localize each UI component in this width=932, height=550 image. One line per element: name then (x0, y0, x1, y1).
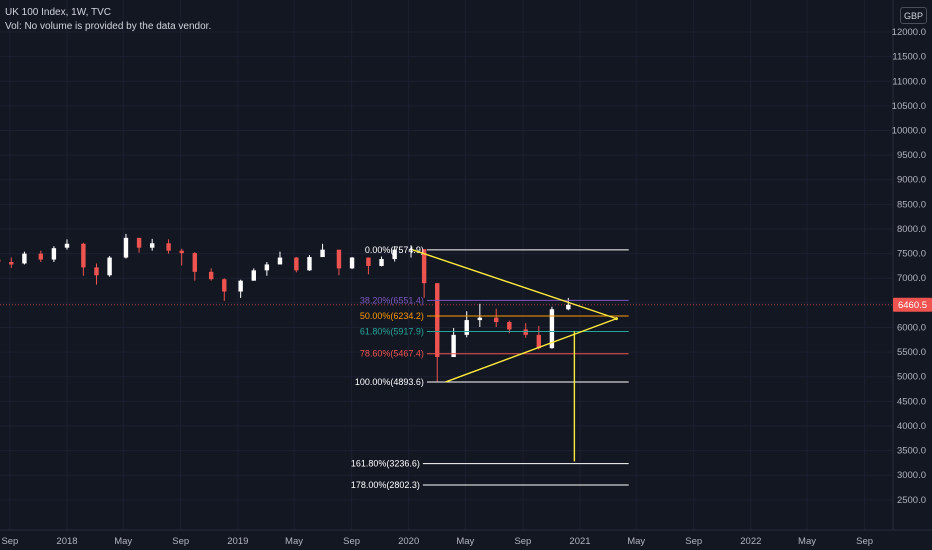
time-tick-label: May (456, 536, 474, 547)
candle-body (277, 257, 283, 265)
candle-body (192, 253, 197, 272)
current-price-tag: 6460.5 (893, 297, 932, 312)
time-tick-label: May (627, 536, 645, 547)
price-tick-label: 3500.0 (897, 446, 926, 457)
triangle-upper-line (412, 249, 617, 320)
candle-body (464, 320, 469, 335)
candle-body (64, 243, 70, 248)
price-tick-label: 3000.0 (897, 470, 926, 481)
price-tick-label: 5500.0 (897, 347, 926, 358)
candle-body (208, 271, 214, 280)
candle-body (366, 257, 371, 266)
time-tick-label: Sep (343, 536, 360, 547)
price-tick-label: 7500.0 (897, 249, 926, 260)
candle-body (421, 249, 427, 284)
time-tick-label: May (798, 536, 816, 547)
chart-grid (0, 0, 893, 530)
fib-level-label: 0.00%(7574.9) (365, 245, 424, 255)
candle-body (51, 248, 57, 260)
price-tick-label: 11000.0 (892, 76, 926, 87)
price-tick-label: 5000.0 (897, 372, 926, 383)
time-tick-label: 2018 (56, 536, 77, 547)
candle-body (536, 334, 542, 349)
price-tick-label: 8000.0 (897, 224, 926, 235)
fib-level-label: 38.20%(6551.4) (360, 295, 424, 305)
price-tick-label: 9000.0 (897, 175, 926, 186)
candle-body (320, 249, 325, 258)
candle-body (494, 317, 499, 323)
candle-body (238, 280, 243, 292)
candle-body (451, 334, 456, 358)
candle-body (38, 253, 43, 260)
fib-level-label: 100.00%(4893.6) (355, 377, 424, 387)
fibonacci-retracement[interactable]: 0.00%(7574.9) 38.20%(6551.4) 50.00%(6234.2… (351, 245, 629, 490)
fib-level-label: 50.00%(6234.2) (360, 311, 424, 321)
chart-title: UK 100 Index, 1W, TVC (5, 7, 111, 18)
candle-body (523, 329, 528, 335)
candle-body (136, 237, 142, 248)
price-tick-label: 10500.0 (892, 101, 926, 112)
triangle-apex (615, 317, 619, 321)
time-tick-label: May (114, 536, 132, 547)
fib-level-label: 178.00%(2802.3) (351, 480, 420, 490)
time-tick-label: Sep (1, 536, 18, 547)
price-tick-label: 7000.0 (897, 273, 926, 284)
candle-body (81, 243, 86, 268)
time-tick-label: Sep (856, 536, 873, 547)
time-tick-label: May (285, 536, 303, 547)
candle-body (179, 250, 184, 254)
fib-level-label: 161.80%(3236.6) (351, 459, 420, 469)
candle-body (9, 261, 14, 265)
candle-body (222, 279, 227, 292)
price-tick-label: 9500.0 (897, 150, 926, 161)
price-axis[interactable]: 2500.0 3000.0 3500.0 4000.0 4500.0 5000.0 5500… (892, 0, 926, 530)
candle-body (251, 270, 256, 281)
fib-level-label: 78.60%(5467.4) (360, 349, 424, 359)
candle-body (166, 243, 171, 251)
candle-body (94, 267, 99, 276)
candle-body (477, 317, 483, 321)
candle-body (264, 264, 270, 271)
price-tag-label: 6460.5 (898, 300, 927, 311)
price-tick-label: 8500.0 (897, 199, 926, 210)
fib-level-label: 61.80%(5917.9) (360, 327, 424, 337)
time-tick-label: Sep (172, 536, 189, 547)
triangle-drawing[interactable] (412, 249, 619, 462)
price-tick-label: 10000.0 (892, 126, 926, 137)
time-tick-label: Sep (514, 536, 531, 547)
candle-body (408, 249, 414, 251)
candle-body (294, 257, 299, 271)
time-tick-label: 2020 (398, 536, 419, 547)
candle-body (549, 309, 555, 349)
time-tick-label: 2019 (227, 536, 248, 547)
time-axis[interactable]: Sep 2018 May Sep 2019 May Sep 2020 May Sep 2021 May… (0, 529, 932, 547)
candle-body (349, 257, 355, 269)
candle-body (566, 304, 571, 310)
price-tick-label: 12000.0 (892, 27, 926, 38)
price-tick-label: 4000.0 (897, 421, 926, 432)
candle-body (149, 243, 155, 248)
candle-body (107, 257, 112, 276)
candle-body (307, 257, 312, 271)
candle-body (336, 249, 342, 269)
candle-body (507, 322, 512, 330)
currency-button[interactable]: GBP (900, 7, 927, 24)
candle-body (22, 253, 27, 264)
candle-body (435, 283, 440, 358)
candle-body (379, 259, 384, 266)
volume-note: Vol: No volume is provided by the data v… (5, 21, 212, 32)
candlestick-series (0, 233, 571, 382)
time-tick-label: Sep (685, 536, 702, 547)
price-tick-label: 2500.0 (897, 495, 926, 506)
price-tag-box (893, 297, 932, 312)
time-tick-label: 2021 (569, 536, 590, 547)
price-tick-label: 6000.0 (897, 322, 926, 333)
candle-body (123, 237, 129, 258)
candle-body (392, 249, 397, 260)
time-tick-label: 2022 (740, 536, 761, 547)
price-tick-label: 11500.0 (892, 52, 926, 63)
triangle-lower-line (445, 317, 617, 383)
price-tick-label: 4500.0 (897, 396, 926, 407)
